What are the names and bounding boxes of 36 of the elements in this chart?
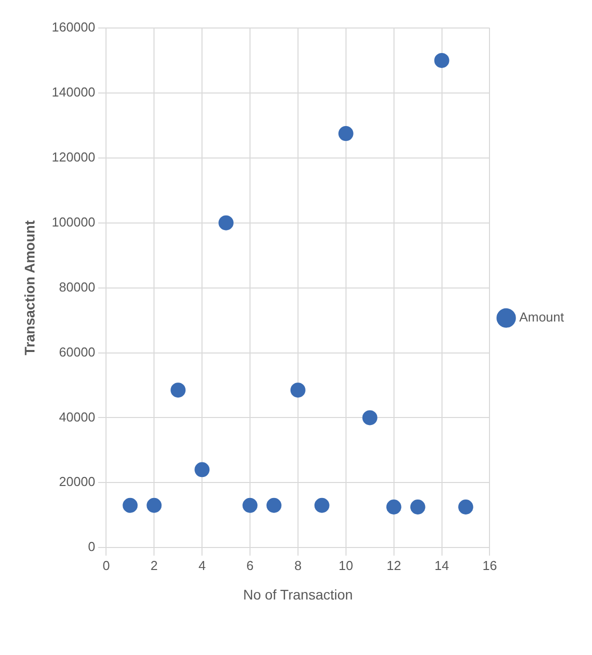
point: [290, 382, 306, 398]
point: [338, 126, 354, 142]
y-tick-label: 60000: [59, 344, 96, 360]
y-tick-label: 80000: [59, 279, 96, 294]
point: [146, 498, 162, 513]
x-axis-title: No of Transaction: [243, 586, 353, 602]
x-tick-label: 14: [434, 558, 449, 573]
y-tick-label: 120000: [52, 149, 96, 164]
legend-label: Amount: [519, 310, 564, 325]
x-tick-label: 12: [386, 558, 402, 573]
point: [410, 500, 426, 515]
x-tick-label: 0: [102, 558, 110, 573]
x-tick-label: 2: [150, 558, 158, 573]
point: [242, 498, 258, 513]
point: [218, 215, 234, 230]
y-tick-label: 140000: [52, 84, 96, 100]
point: [194, 462, 210, 478]
x-tick-label: 4: [198, 558, 206, 573]
point: [458, 500, 474, 515]
point: [314, 498, 330, 513]
y-axis-title: Transaction Amount: [21, 220, 38, 356]
y-tick-label: 0: [88, 539, 96, 554]
point: [266, 498, 282, 513]
point: [362, 410, 378, 426]
y-tick-label: 160000: [52, 20, 96, 35]
y-tick-label: 40000: [59, 409, 96, 424]
y-tick-label: 20000: [59, 474, 96, 490]
point: [434, 52, 450, 68]
point: [386, 500, 402, 515]
x-tick-label: 16: [482, 558, 497, 573]
x-tick-label: 6: [246, 558, 254, 573]
point: [170, 382, 186, 398]
point: [122, 498, 138, 513]
x-tick-label: 8: [294, 558, 302, 573]
x-tick-label: 10: [338, 558, 354, 573]
y-tick-label: 100000: [52, 214, 96, 230]
